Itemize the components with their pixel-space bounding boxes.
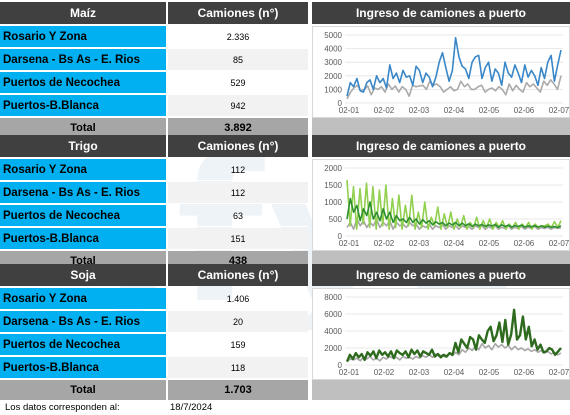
y-tick-label: 1000: [324, 198, 342, 207]
count-header: Camiones (n°): [168, 135, 308, 157]
y-tick-label: 4000: [324, 45, 342, 54]
count-header: Camiones (n°): [168, 2, 308, 24]
port-name: Puertos de Necochea: [0, 72, 166, 94]
series-line: [347, 180, 561, 229]
port-name: Rosario Y Zona: [0, 159, 166, 181]
truck-count: 151: [168, 228, 308, 250]
x-tick-label: 02-04: [444, 239, 465, 248]
chart-header: Ingreso de camiones a puerto: [312, 264, 570, 286]
x-tick-label: 02-02: [374, 106, 395, 115]
x-tick-label: 02-06: [514, 368, 535, 377]
truck-count: 63: [168, 205, 308, 227]
port-name: Puertos-B.Blanca: [0, 228, 166, 250]
y-tick-label: 2000: [324, 72, 342, 81]
truck-count: 112: [168, 182, 308, 204]
y-tick-label: 3000: [324, 58, 342, 67]
x-tick-label: 02-02: [374, 368, 395, 377]
x-tick-label: 02-05: [479, 106, 500, 115]
x-tick-label: 02-07: [549, 106, 569, 115]
truck-count: 942: [168, 95, 308, 117]
x-tick-label: 02-03: [409, 239, 430, 248]
truck-count: 2.336: [168, 26, 308, 48]
grain-header: Soja: [0, 264, 166, 286]
x-tick-label: 02-01: [339, 239, 360, 248]
y-tick-label: 4000: [324, 327, 342, 336]
y-tick-label: 6000: [324, 310, 342, 319]
truck-count: 118: [168, 357, 308, 379]
y-tick-label: 1000: [324, 85, 342, 94]
truck-arrival-chart: 0 2000 4000 6000 8000 02-01 02-02 02-03 02-04 02-…: [312, 288, 570, 380]
x-tick-label: 02-05: [479, 368, 500, 377]
footer-label: Los datos corresponden al:: [5, 402, 120, 413]
port-name: Puertos-B.Blanca: [0, 357, 166, 379]
x-tick-label: 02-07: [549, 368, 569, 377]
truck-count: 85: [168, 49, 308, 71]
truck-count: 159: [168, 334, 308, 356]
truck-count: 1.406: [168, 288, 308, 310]
truck-count: 529: [168, 72, 308, 94]
total-spacer: [312, 380, 570, 400]
x-tick-label: 02-06: [514, 106, 535, 115]
y-tick-label: 5000: [324, 31, 342, 40]
truck-count: 112: [168, 159, 308, 181]
x-tick-label: 02-03: [409, 106, 430, 115]
count-header: Camiones (n°): [168, 264, 308, 286]
y-tick-label: 500: [329, 215, 343, 224]
y-tick-label: 1500: [324, 181, 342, 190]
y-tick-label: 2000: [324, 344, 342, 353]
total-value: 1.703: [168, 380, 308, 400]
chart-header: Ingreso de camiones a puerto: [312, 2, 570, 24]
footer-date: 18/7/2024: [170, 402, 212, 413]
grain-header: Trigo: [0, 135, 166, 157]
x-tick-label: 02-03: [409, 368, 430, 377]
port-name: Puertos-B.Blanca: [0, 95, 166, 117]
port-name: Darsena - Bs As - E. Rios: [0, 182, 166, 204]
x-tick-label: 02-05: [479, 239, 500, 248]
port-name: Darsena - Bs As - E. Rios: [0, 49, 166, 71]
port-name: Rosario Y Zona: [0, 26, 166, 48]
x-tick-label: 02-04: [444, 106, 465, 115]
x-tick-label: 02-01: [339, 368, 360, 377]
truck-arrival-chart: 0 500 1000 1500 2000 02-01 02-02 02-03 02-04 02-0…: [312, 159, 570, 251]
x-tick-label: 02-02: [374, 239, 395, 248]
y-tick-label: 2000: [324, 164, 342, 173]
port-name: Puertos de Necochea: [0, 205, 166, 227]
x-tick-label: 02-06: [514, 239, 535, 248]
port-name: Darsena - Bs As - E. Rios: [0, 311, 166, 333]
total-label: Total: [0, 380, 166, 400]
port-name: Rosario Y Zona: [0, 288, 166, 310]
x-tick-label: 02-04: [444, 368, 465, 377]
y-tick-label: 8000: [324, 293, 342, 302]
series-line: [347, 38, 561, 96]
chart-header: Ingreso de camiones a puerto: [312, 135, 570, 157]
x-tick-label: 02-01: [339, 106, 360, 115]
port-name: Puertos de Necochea: [0, 334, 166, 356]
truck-arrival-chart: 0 1000 2000 3000 4000 5000 02-01 02-02 02-03 02-0…: [312, 26, 570, 118]
x-tick-label: 02-07: [549, 239, 569, 248]
truck-count: 20: [168, 311, 308, 333]
grain-header: Maíz: [0, 2, 166, 24]
